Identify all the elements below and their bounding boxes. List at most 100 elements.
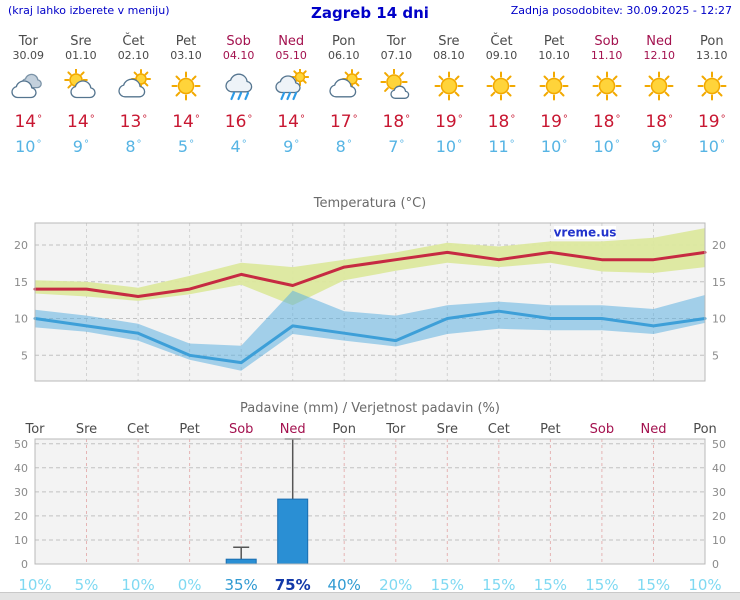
day-high-temp: 19° [540,112,568,132]
precip-day-label: Ned [280,422,306,437]
precip-day-label: Pet [179,422,199,437]
degree-sign: ° [194,114,200,125]
degree-sign: ° [614,139,620,150]
degree-sign: ° [509,139,515,150]
day-column-pon-13.10[interactable]: Pon 13.10 19° 10° [686,34,739,156]
precip-day-label: Pon [332,422,356,437]
degree-sign: ° [615,114,621,125]
day-low-temp: 10° [15,137,42,156]
degree-sign: ° [352,114,358,125]
precip-probability: 0% [177,576,202,594]
day-column-ned-05.10[interactable]: Ned 05.10 14° 9° [265,34,318,156]
temperature-chart: 5 5 10 10 15 15 20 20 vreme.us [14,222,726,382]
precip-probability: 75% [274,576,311,594]
day-date: 05.10 [275,49,307,62]
cloudy-icon [11,73,43,99]
day-column-ned-12.10[interactable]: Ned 12.10 18° 9° [633,34,686,156]
degree-sign: ° [562,114,568,125]
svg-text:20: 20 [14,510,28,523]
precip-day-label: Sob [229,422,253,437]
day-low-temp: 4° [230,137,247,156]
day-name: Čet [122,34,145,49]
day-date: 10.10 [538,49,570,62]
day-low-temp: 7° [388,137,405,156]
day-column-sob-04.10[interactable]: Sob 04.10 16° 4° [212,34,265,156]
day-high-temp: 18° [592,112,621,132]
degree-sign: ° [720,114,726,125]
precip-probability: 15% [636,576,671,594]
day-low-temp: 9° [651,137,668,156]
day-column-pet-03.10[interactable]: Pet 03.10 14° 5° [160,34,213,156]
day-icon-wrap [55,68,108,105]
day-high-temp: 17° [329,112,358,132]
last-updated: Zadnja posodobitev: 30.09.2025 - 12:27 [510,4,732,17]
svg-text:5: 5 [712,349,719,362]
svg-text:40: 40 [14,462,28,475]
day-icon-wrap [265,67,318,105]
svg-text:0: 0 [21,558,28,571]
day-high-temp: 16° [224,112,253,132]
day-high-temp: 14° [67,112,95,132]
day-column-sre-08.10[interactable]: Sre 08.10 19° 10° [423,34,476,156]
day-icon-wrap [107,69,160,105]
svg-text:0: 0 [712,558,719,571]
day-name: Sre [70,34,92,49]
precipitation-chart-title: Padavine (mm) / Verjetnost padavin (%) [240,401,500,416]
day-low-temp: 10° [540,137,568,156]
day-date: 12.10 [643,49,675,62]
sunny-icon [644,71,674,101]
day-column-pon-06.10[interactable]: Pon 06.10 17° 8° [317,34,370,156]
day-column-sob-11.10[interactable]: Sob 11.10 18° 10° [580,34,633,156]
day-column-tor-30.09[interactable]: Tor 30.09 14° 10° [2,34,55,156]
svg-text:40: 40 [712,462,726,475]
day-name: Sre [438,34,460,49]
degree-sign: ° [662,139,668,150]
day-low-temp: 8° [335,137,352,156]
day-column-tor-07.10[interactable]: Tor 07.10 18° 7° [370,34,423,156]
day-icon-wrap [475,69,528,105]
precip-probability: 15% [585,576,619,594]
precip-day-label: Sre [76,422,97,437]
svg-text:30: 30 [712,486,726,499]
sunny-icon [539,71,569,101]
precip-probability: 10% [688,576,722,594]
svg-text:10: 10 [14,534,28,547]
precip-day-label: Tor [385,422,406,437]
day-low-temp: 9° [72,137,89,156]
degree-sign: ° [36,139,42,150]
degree-sign: ° [457,139,463,150]
svg-text:50: 50 [14,438,28,451]
rain-icon [224,73,252,101]
degree-sign: ° [719,139,725,150]
rain-bar [225,558,257,565]
day-column-čet-02.10[interactable]: Čet 02.10 13° 8° [107,34,160,156]
day-name: Sob [594,34,619,49]
day-icon-wrap [580,69,633,105]
sunny-icon [171,71,201,101]
partly-cloudy-icon [64,68,96,99]
day-name: Ned [278,34,305,49]
sunny-icon [434,71,464,101]
vreme-us-watermark: vreme.us [554,226,617,240]
temperature-chart-title: Temperatura (°C) [313,196,427,211]
day-name: Tor [18,34,38,49]
day-date: 09.10 [485,49,518,62]
degree-sign: ° [668,114,674,125]
svg-text:20: 20 [14,239,28,252]
day-date: 13.10 [696,49,728,62]
svg-text:30: 30 [14,486,28,499]
svg-text:50: 50 [712,438,726,451]
degree-sign: ° [562,139,568,150]
precip-probability: 15% [533,576,568,594]
menu-hint: (kraj lahko izberete v meniju) [8,4,170,17]
precip-probability: 35% [224,576,258,594]
bottom-divider [0,592,740,600]
day-column-čet-09.10[interactable]: Čet 09.10 18° 11° [475,34,528,156]
day-column-sre-01.10[interactable]: Sre 01.10 14° 9° [55,34,108,156]
day-date: 08.10 [433,49,465,62]
day-column-pet-10.10[interactable]: Pet 10.10 19° 10° [528,34,581,156]
precip-day-label: Pet [540,422,560,437]
day-high-temp: 13° [119,112,148,132]
day-high-temp: 18° [645,112,674,132]
day-date: 06.10 [328,49,360,62]
